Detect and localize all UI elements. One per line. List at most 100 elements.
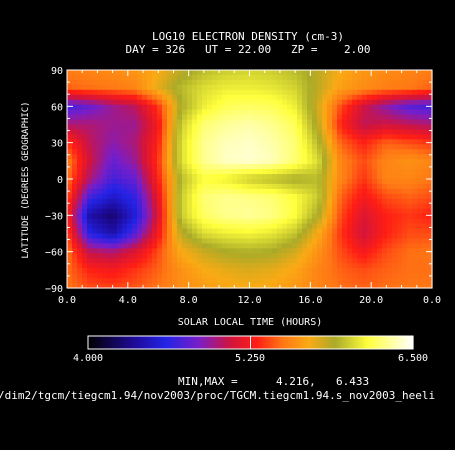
heatmap-cell: [337, 114, 343, 121]
heatmap-cell: [177, 94, 183, 101]
heatmap-cell: [152, 233, 158, 240]
heatmap-cell: [67, 149, 73, 155]
heatmap-cell: [407, 129, 413, 135]
colorbar-segment: [165, 336, 169, 349]
colorbar-segment: [220, 336, 224, 349]
heatmap-cell: [217, 104, 223, 111]
heatmap-cell: [147, 174, 153, 180]
heatmap-cell: [272, 238, 278, 244]
heatmap-cell: [417, 70, 423, 76]
heatmap-cell: [192, 278, 198, 284]
heatmap-cell: [387, 283, 393, 289]
heatmap-cell: [72, 188, 78, 195]
heatmap-cell: [227, 119, 233, 126]
heatmap-cell: [117, 253, 123, 259]
colorbar-segment: [90, 336, 94, 349]
heatmap-cell: [82, 278, 88, 284]
heatmap-cell: [72, 263, 78, 269]
heatmap-cell: [122, 218, 128, 225]
heatmap-cell: [87, 99, 93, 106]
heatmap-cell: [202, 243, 208, 249]
heatmap-cell: [142, 253, 148, 259]
heatmap-cell: [92, 164, 98, 170]
heatmap-cell: [337, 109, 343, 116]
heatmap-cell: [392, 139, 398, 145]
heatmap-cell: [242, 203, 248, 210]
heatmap-cell: [402, 243, 408, 249]
heatmap-cell: [117, 114, 123, 121]
heatmap-cell: [112, 70, 118, 76]
heatmap-cell: [157, 119, 163, 126]
heatmap-cell: [287, 164, 293, 170]
heatmap-cell: [312, 278, 318, 284]
heatmap-cell: [152, 263, 158, 269]
heatmap-cell: [132, 188, 138, 195]
heatmap-cell: [157, 228, 163, 235]
heatmap-cell: [232, 253, 238, 259]
heatmap-cell: [67, 198, 73, 205]
heatmap-cell: [112, 263, 118, 269]
colorbar-segment: [133, 336, 137, 349]
heatmap-cell: [397, 114, 403, 121]
heatmap-cell: [132, 94, 138, 101]
heatmap-cell: [262, 159, 268, 165]
heatmap-cell: [417, 213, 423, 220]
colorbar-segment: [268, 336, 272, 349]
heatmap-cell: [122, 243, 128, 249]
heatmap-cell: [322, 174, 328, 180]
heatmap-cell: [277, 119, 283, 126]
heatmap-cell: [172, 218, 178, 225]
heatmap-cell: [217, 174, 223, 180]
heatmap-cell: [97, 174, 103, 180]
heatmap-cell: [307, 258, 313, 264]
heatmap-cell: [387, 228, 393, 235]
heatmap-cell: [107, 273, 113, 279]
colorbar-segment: [343, 336, 347, 349]
heatmap-cell: [297, 74, 303, 81]
chart-subtitle: DAY = 326 UT = 22.00 ZP = 2.00: [125, 43, 370, 56]
colorbar-segment: [128, 336, 132, 349]
heatmap-cell: [172, 258, 178, 264]
heatmap-cell: [227, 183, 233, 190]
heatmap-cell: [167, 238, 173, 244]
heatmap-cell: [242, 109, 248, 116]
heatmap-cell: [157, 169, 163, 175]
heatmap-cell: [407, 84, 413, 91]
heatmap-cell: [82, 228, 88, 235]
heatmap-cell: [77, 238, 83, 244]
heatmap-cell: [337, 188, 343, 195]
heatmap-cell: [147, 278, 153, 284]
heatmap-cell: [267, 179, 273, 185]
heatmap-cell: [337, 213, 343, 220]
colorbar-segment: [223, 336, 227, 349]
heatmap-cell: [217, 238, 223, 244]
heatmap-cell: [382, 258, 388, 264]
colorbar-segment: [400, 336, 404, 349]
heatmap-cell: [82, 243, 88, 249]
heatmap-cell: [202, 84, 208, 91]
heatmap-cell: [377, 283, 383, 289]
heatmap-cell: [412, 94, 418, 101]
heatmap-cell: [417, 159, 423, 165]
heatmap-cell: [197, 258, 203, 264]
heatmap-cell: [387, 253, 393, 259]
heatmap-cell: [302, 198, 308, 205]
heatmap-cell: [137, 169, 143, 175]
heatmap-cell: [282, 119, 288, 126]
heatmap-cell: [312, 144, 318, 150]
heatmap-cell: [207, 188, 213, 195]
heatmap-cell: [312, 74, 318, 81]
heatmap-cell: [97, 124, 103, 131]
heatmap-cell: [387, 154, 393, 160]
heatmap-cell: [212, 94, 218, 101]
heatmap-cell: [242, 233, 248, 240]
heatmap-cell: [282, 124, 288, 131]
heatmap-cell: [407, 213, 413, 220]
heatmap-cell: [142, 208, 148, 215]
heatmap-cell: [407, 223, 413, 230]
heatmap-cell: [262, 193, 268, 200]
heatmap-cell: [197, 144, 203, 150]
heatmap-cell: [332, 89, 338, 96]
heatmap-cell: [172, 268, 178, 274]
heatmap-cell: [322, 169, 328, 175]
